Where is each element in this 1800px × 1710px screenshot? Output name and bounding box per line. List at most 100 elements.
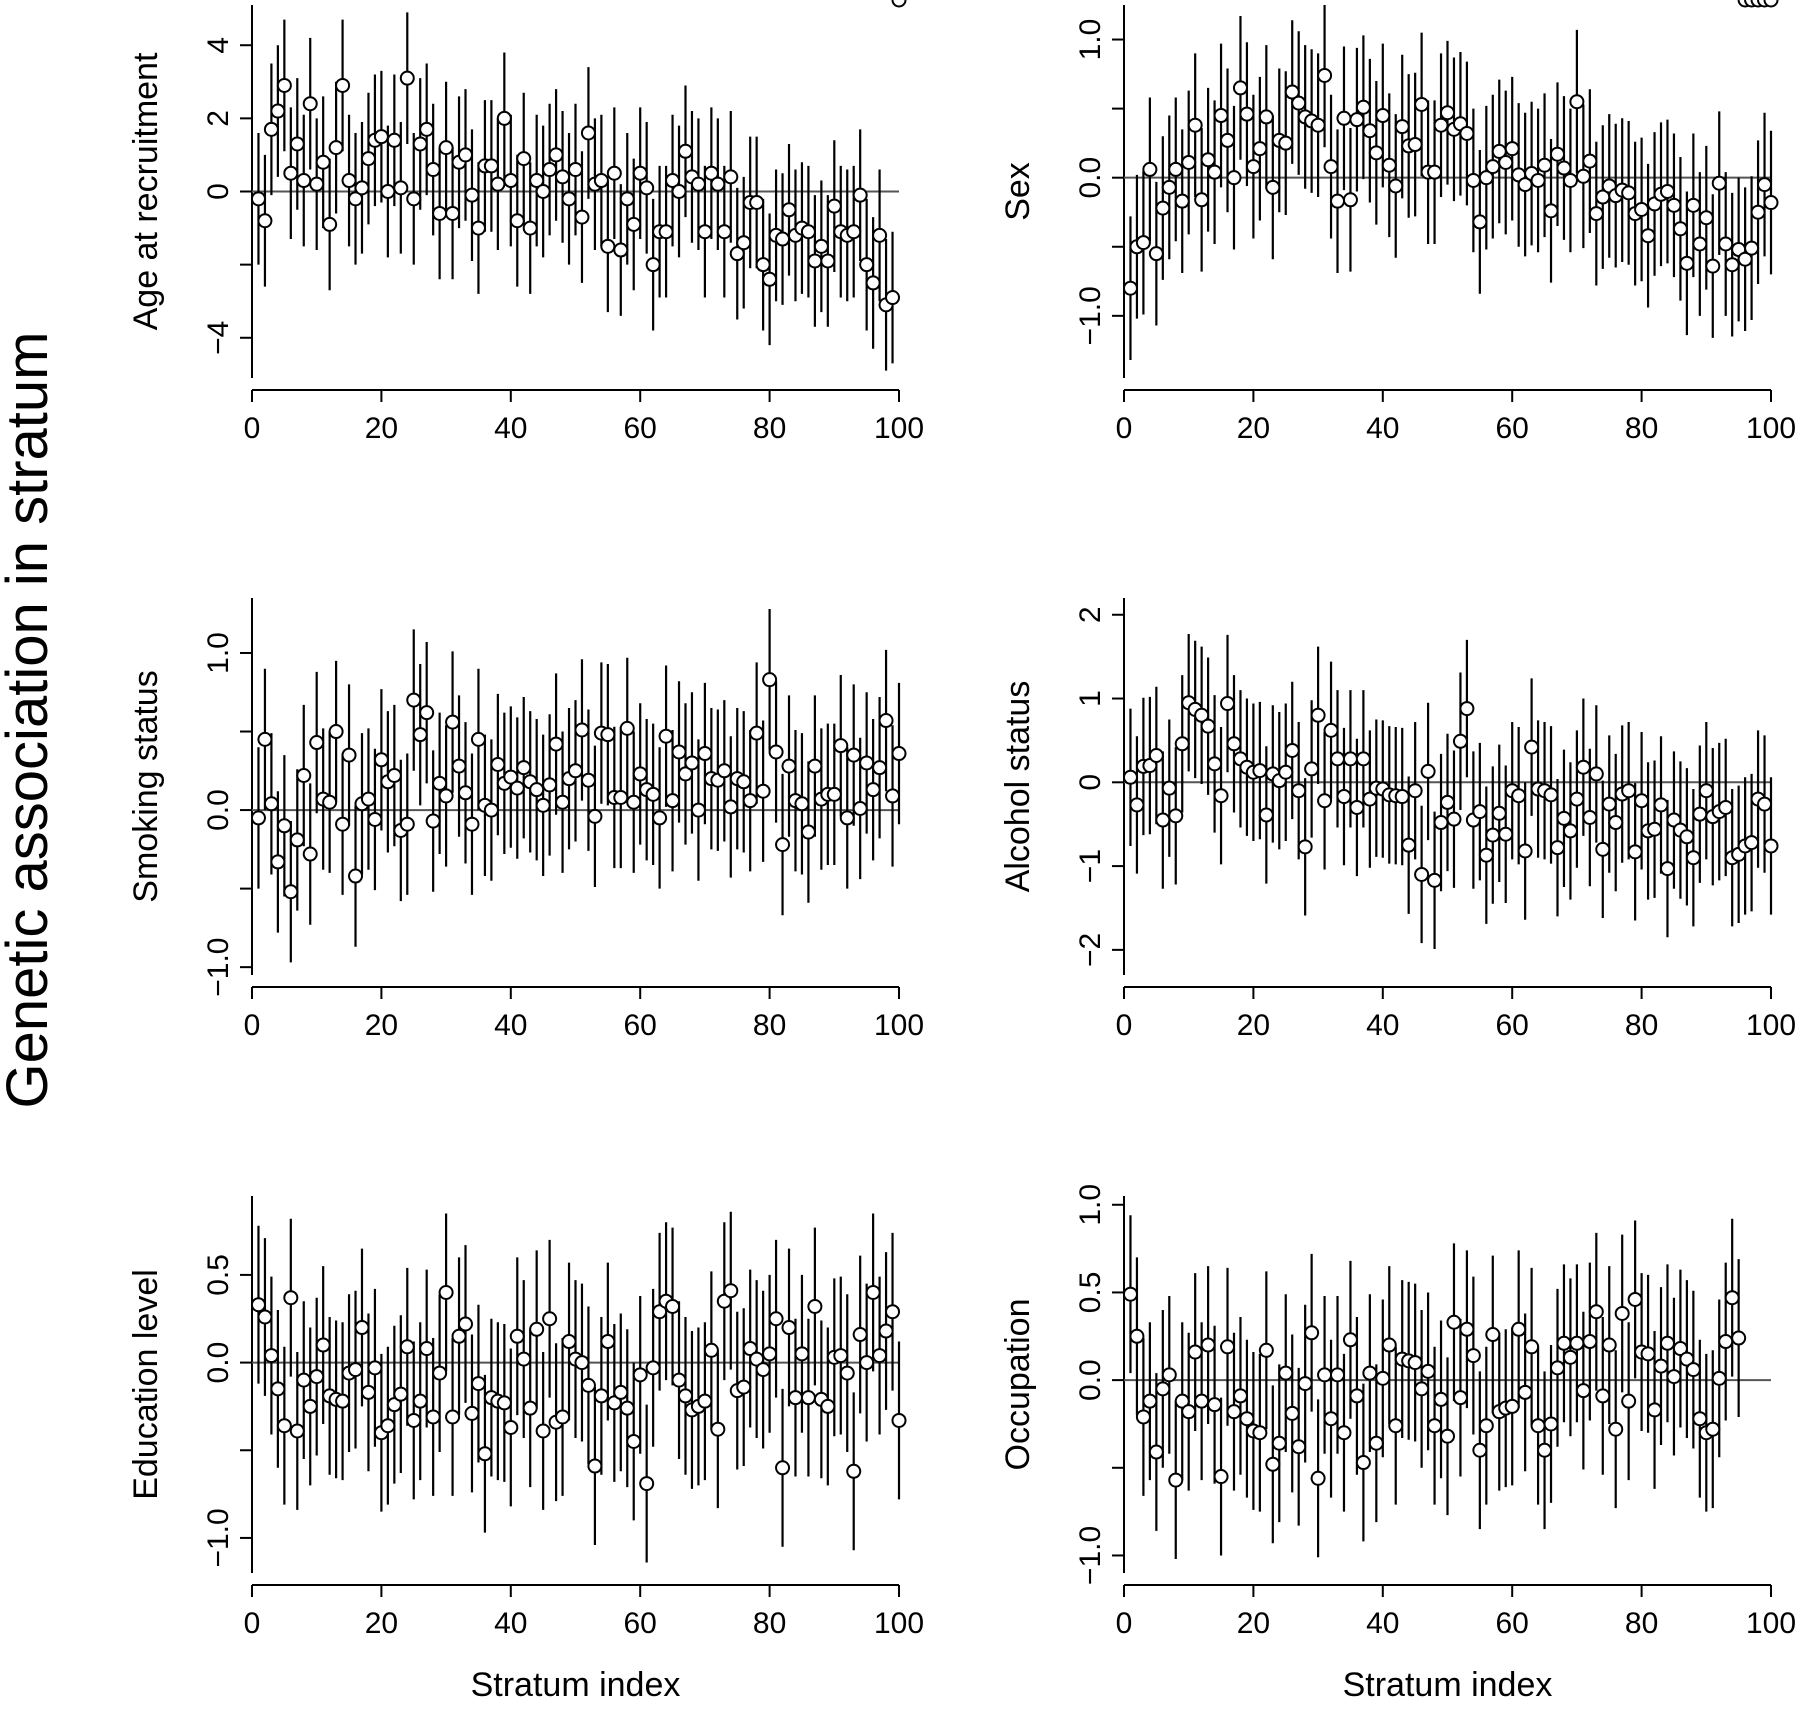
data-point bbox=[1595, 841, 1611, 857]
data-point bbox=[296, 768, 312, 784]
data-point bbox=[555, 169, 571, 185]
data-point bbox=[412, 727, 428, 743]
data-point bbox=[723, 169, 739, 185]
data-point bbox=[1440, 794, 1455, 810]
data-point bbox=[309, 735, 325, 751]
data-point bbox=[1724, 1290, 1740, 1306]
data-point bbox=[470, 1376, 486, 1392]
data-point bbox=[1634, 201, 1650, 217]
data-point bbox=[600, 1334, 616, 1350]
data-point bbox=[1252, 763, 1268, 779]
data-point bbox=[1161, 179, 1177, 195]
data-point bbox=[283, 165, 299, 181]
x-tick-label: 20 bbox=[1237, 412, 1270, 445]
data-point bbox=[406, 1412, 422, 1428]
data-point bbox=[1122, 1286, 1138, 1302]
data-point bbox=[1582, 153, 1598, 169]
data-point bbox=[1323, 159, 1339, 175]
data-point bbox=[1588, 1304, 1604, 1320]
data-point bbox=[1575, 1383, 1591, 1399]
x-tick-label: 0 bbox=[1116, 1009, 1133, 1042]
data-point bbox=[438, 788, 454, 804]
data-point bbox=[852, 800, 868, 816]
y-axis-label: Alcohol status bbox=[999, 681, 1037, 893]
data-point bbox=[619, 1400, 635, 1416]
data-point bbox=[529, 782, 545, 798]
data-point bbox=[470, 731, 486, 747]
data-point bbox=[315, 154, 331, 170]
data-point bbox=[270, 854, 286, 870]
data-point bbox=[613, 1384, 629, 1400]
data-point bbox=[1653, 797, 1669, 813]
data-point bbox=[800, 824, 816, 840]
data-point bbox=[1187, 1344, 1203, 1360]
data-point bbox=[1142, 161, 1158, 177]
data-point bbox=[749, 725, 765, 741]
data-point bbox=[1718, 236, 1734, 252]
y-tick-label: 0 bbox=[1074, 774, 1107, 791]
y-tick-label: 1.0 bbox=[202, 632, 235, 674]
data-point bbox=[1336, 789, 1352, 805]
x-tick-label: 0 bbox=[244, 1607, 261, 1640]
data-point bbox=[626, 1433, 642, 1449]
data-point bbox=[632, 165, 648, 181]
data-point bbox=[438, 140, 454, 156]
x-tick-label: 60 bbox=[1496, 1607, 1529, 1640]
data-point bbox=[859, 755, 875, 771]
panel-e: 0 20 40 60 80 100 −1.0 0.0 0.5 Education level Str… bbox=[127, 1196, 924, 1704]
data-point bbox=[360, 1384, 376, 1400]
data-point bbox=[257, 213, 273, 229]
data-point bbox=[697, 746, 713, 762]
data-point bbox=[755, 257, 771, 273]
x-tick-label: 80 bbox=[753, 412, 786, 445]
data-point bbox=[872, 760, 888, 776]
panel-d: 0 20 40 60 80 100 −2 −1 0 1 2 Alcohol status bbox=[999, 598, 1796, 1042]
data-point bbox=[645, 257, 661, 273]
data-point bbox=[1194, 1393, 1210, 1409]
data-point bbox=[1524, 739, 1540, 755]
data-point bbox=[1562, 172, 1578, 188]
data-point bbox=[1375, 1370, 1391, 1386]
data-point bbox=[729, 246, 745, 262]
data-point bbox=[315, 1337, 331, 1353]
data-point bbox=[1330, 751, 1346, 767]
data-point bbox=[289, 1423, 305, 1439]
data-point bbox=[1440, 105, 1455, 121]
data-point bbox=[419, 705, 435, 721]
x-tick-label: 60 bbox=[624, 412, 657, 445]
data-point bbox=[1368, 1435, 1384, 1451]
data-point bbox=[878, 1323, 894, 1339]
data-point bbox=[1213, 1469, 1229, 1485]
x-tick-label: 20 bbox=[365, 1607, 398, 1640]
data-point bbox=[1181, 1404, 1197, 1420]
x-tick-label: 40 bbox=[494, 412, 527, 445]
data-point bbox=[1207, 1397, 1223, 1413]
data-point bbox=[1685, 850, 1701, 866]
x-axis-label: Stratum index bbox=[1343, 1666, 1553, 1704]
data-point bbox=[354, 1320, 370, 1336]
data-point bbox=[619, 191, 635, 207]
data-point bbox=[1744, 835, 1760, 851]
data-point bbox=[1349, 1388, 1365, 1404]
data-point bbox=[1213, 788, 1229, 804]
data-point bbox=[1672, 1341, 1688, 1357]
data-point bbox=[1446, 811, 1462, 827]
data-point bbox=[574, 1355, 590, 1371]
x-tick-label: 40 bbox=[1366, 1607, 1399, 1640]
data-point bbox=[1226, 736, 1242, 752]
data-point bbox=[1122, 769, 1138, 785]
data-point bbox=[1291, 95, 1307, 111]
y-axis-label: Education level bbox=[127, 1269, 165, 1500]
data-point bbox=[1414, 866, 1430, 882]
data-point bbox=[276, 1418, 292, 1434]
data-point bbox=[509, 1328, 525, 1344]
data-point bbox=[736, 1379, 752, 1395]
data-point bbox=[587, 808, 603, 824]
data-point bbox=[496, 110, 512, 126]
data-point bbox=[458, 785, 474, 801]
panel-f: 0 20 40 60 80 100−1.00.00.51.0OccupationStrat… bbox=[999, 0, 1796, 1704]
data-point bbox=[1718, 1334, 1734, 1350]
data-point bbox=[833, 1348, 849, 1364]
data-point bbox=[296, 1372, 312, 1388]
data-point bbox=[1388, 178, 1404, 194]
